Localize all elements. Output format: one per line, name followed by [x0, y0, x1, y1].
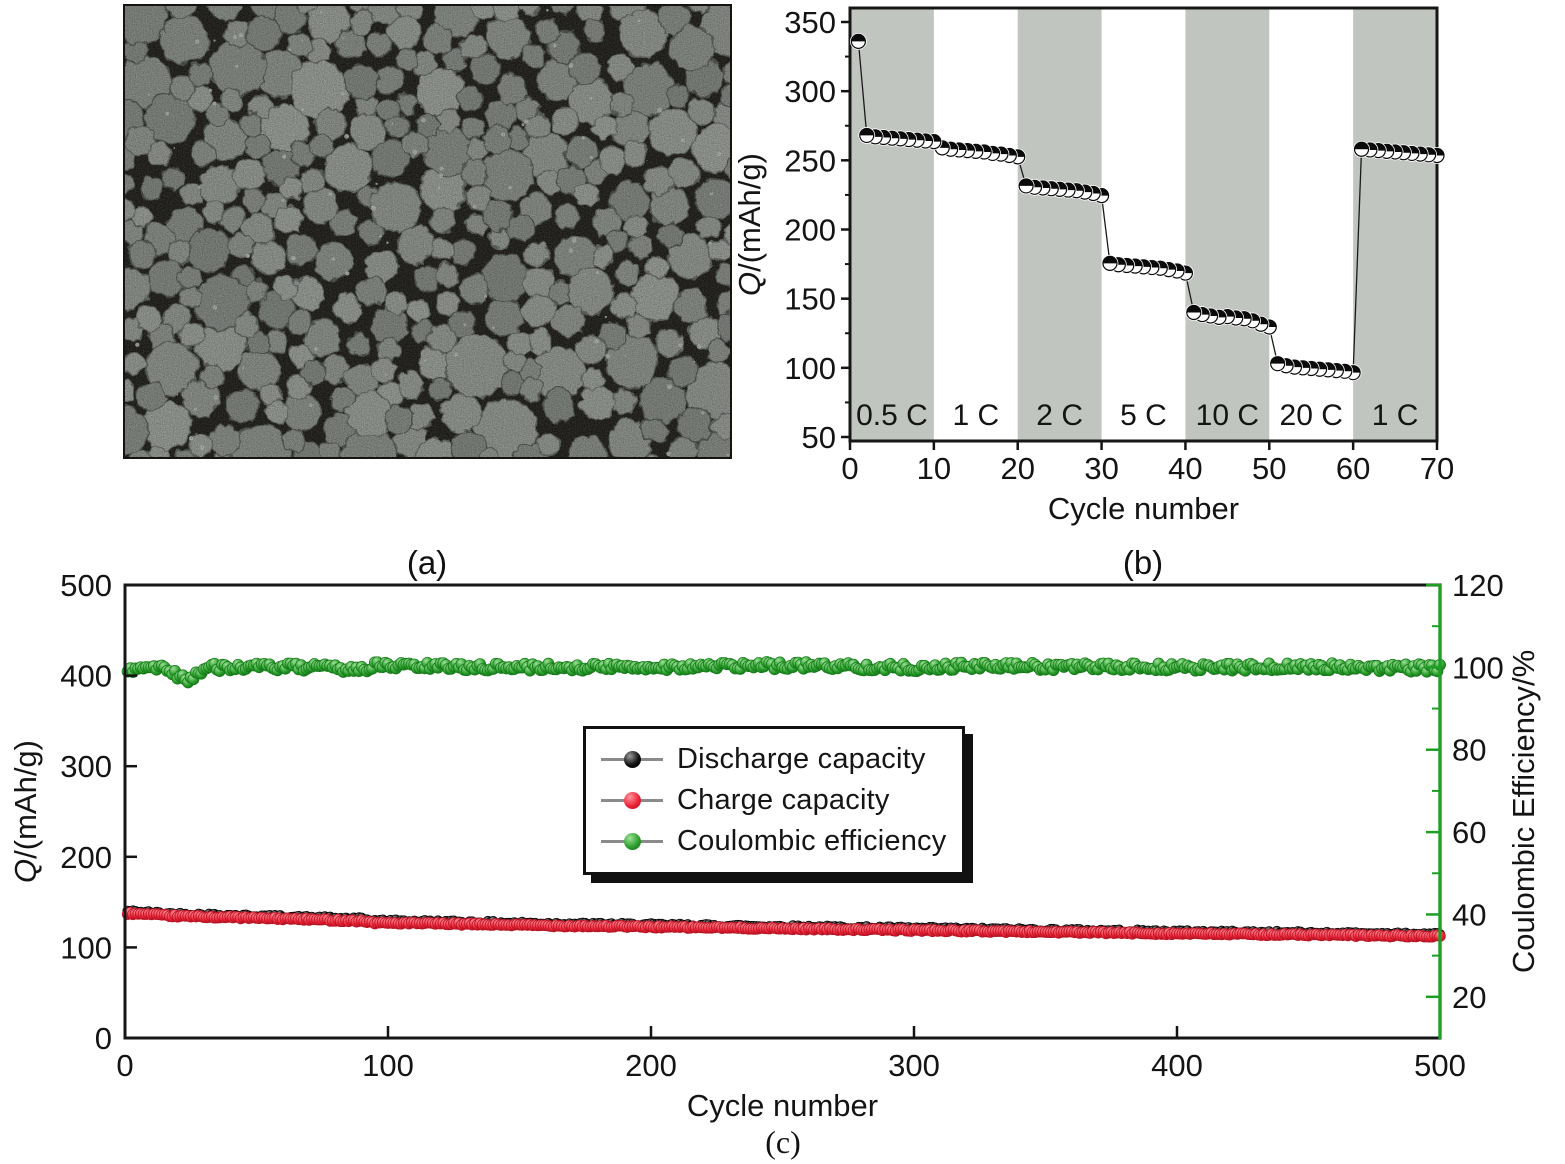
tick-label: 0 [95, 1021, 112, 1056]
tick-label: 20 C [1280, 399, 1343, 432]
legend-box: Discharge capacity Charge capacity Coulo… [583, 726, 965, 875]
legend-item-charge-capacity: Charge capacity [586, 784, 962, 817]
tick-label: 200 [60, 840, 112, 875]
tick-label: 30 [1084, 451, 1118, 486]
tick-label: 100 [784, 351, 836, 386]
tick-label: 2 C [1036, 399, 1083, 432]
tick-label: 0 [116, 1048, 133, 1083]
tick-label: 250 [784, 143, 836, 178]
capacity-markers [849, 32, 1446, 382]
tick-label: 50 [1252, 451, 1286, 486]
legend-label: Coulombic efficiency [677, 825, 947, 857]
charge-marker-icon [624, 792, 641, 809]
tick-label: Cycle number [687, 1088, 878, 1123]
tick-label: 120 [1452, 568, 1504, 603]
tick-label: 100 [60, 930, 112, 965]
discharge-marker-icon [624, 751, 641, 768]
legend-line [601, 792, 663, 809]
tick-label: 200 [625, 1048, 677, 1083]
tick-label: 20 [1000, 451, 1034, 486]
tick-label: 200 [784, 213, 836, 248]
legend-label: Charge capacity [677, 784, 890, 816]
tick-label: 70 [1420, 451, 1454, 486]
series-coulombic-efficiency [121, 656, 1446, 689]
tick-label: 400 [60, 659, 112, 694]
tick-label: 1 C [1372, 399, 1419, 432]
rate-band [1185, 8, 1270, 441]
tick-label: 5 C [1120, 399, 1167, 432]
tick-label: 60 [1336, 451, 1370, 486]
tick-label: 500 [1414, 1048, 1466, 1083]
axis-title: Coulombic Efficiency/% [1506, 650, 1541, 973]
axis-title: Q/(mAh/g) [732, 153, 767, 296]
cycling-performance-chart: 0 100 200 300 400 500 0 100 200 300 400 500 20 40 60 80… [8, 568, 1541, 1123]
tick-label: 10 [917, 451, 951, 486]
tick-label: 1 C [952, 399, 999, 432]
tick-label: 500 [60, 568, 112, 603]
legend-item-coulombic-efficiency: Coulombic efficiency [586, 825, 962, 858]
tick-label: 400 [1151, 1048, 1203, 1083]
tick-label: 100 [362, 1048, 414, 1083]
sem-image [124, 5, 731, 458]
tick-label: 80 [1452, 733, 1486, 768]
tick-label: 300 [60, 749, 112, 784]
capacity-line [857, 41, 1438, 374]
tick-label: 0.5 C [856, 399, 928, 432]
tick-label: Cycle number [1048, 491, 1239, 526]
panel-label-a: (a) [406, 544, 448, 581]
tick-label: 40 [1168, 451, 1202, 486]
axis-title: Q/(mAh/g) [8, 740, 43, 883]
tick-label: 350 [784, 5, 836, 40]
tick-label: 300 [784, 74, 836, 109]
tick-label: 0 [841, 451, 858, 486]
tick-label: 150 [784, 282, 836, 317]
efficiency-marker-icon [624, 833, 641, 850]
legend-item-discharge-capacity: Discharge capacity [586, 743, 962, 776]
legend-line [601, 833, 663, 850]
tick-label: 40 [1452, 897, 1486, 932]
rate-band [850, 8, 934, 441]
tick-label: 100 [1452, 650, 1504, 685]
tick-label: 300 [888, 1048, 940, 1083]
tick-label: 20 [1452, 980, 1486, 1015]
tick-label: 10 C [1196, 399, 1259, 432]
tick-label: 60 [1452, 815, 1486, 850]
tick-label: 50 [802, 420, 836, 455]
panel-label-b: (b) [1122, 544, 1164, 581]
legend-line [601, 751, 663, 768]
rate-band [1353, 8, 1437, 441]
panel-label-c: (c) [765, 1124, 801, 1160]
series-charge-capacity [121, 906, 1446, 943]
legend-label: Discharge capacity [677, 743, 926, 775]
rate-band [1017, 8, 1102, 441]
